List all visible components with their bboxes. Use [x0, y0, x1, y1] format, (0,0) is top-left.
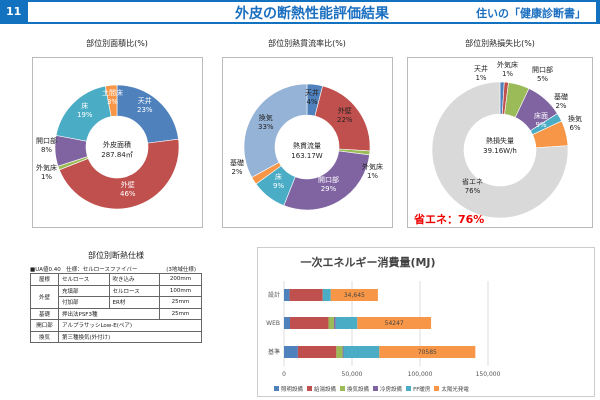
legend-label: FF暖房	[413, 387, 431, 393]
x-tick-label: 100,000	[408, 371, 433, 378]
page-title: 外皮の断熱性能評価結果	[235, 6, 389, 22]
pie3-frame	[407, 57, 593, 228]
pie3-label: 床面 9%	[534, 112, 548, 129]
y-category-label: 基準	[268, 348, 280, 356]
legend-swatch	[274, 386, 279, 391]
legend-label: 照明設備	[281, 387, 304, 393]
pie1-label: 土間床 3%	[102, 89, 123, 106]
legend-label: 換気設備	[347, 387, 370, 393]
x-tick-label: 150,000	[476, 371, 501, 378]
y-category-label: 設計	[268, 291, 280, 299]
x-tick-label: 50,000	[342, 371, 363, 378]
pie2-center: 熱貫流量 163.17W	[291, 142, 323, 160]
bar-segment-太陽光発電	[379, 346, 476, 358]
bar-segment-照明設備	[284, 289, 290, 301]
chart-title: 一次エネルギー消費量(MJ)	[300, 256, 436, 269]
bar-segment-照明設備	[284, 317, 290, 329]
chart-legend: 照明設備 給湯設備 換気設備 冷房設備 FF暖房 太陽光発電	[270, 385, 469, 393]
legend-swatch	[340, 386, 346, 391]
pie2-label: 外気床 1%	[362, 163, 383, 180]
pie2-label: 開口部 29%	[318, 176, 339, 193]
header-box: 外皮の断熱性能評価結果 住いの「健康診断書」	[28, 2, 596, 22]
legend-swatch	[406, 386, 412, 391]
legend-label: 給湯設備	[314, 387, 337, 393]
bar-segment-FF暖房	[335, 317, 358, 329]
pie3-label: 基礎 2%	[554, 93, 568, 110]
bar-segment-換気設備	[336, 346, 343, 358]
data-label: 70585	[418, 349, 437, 356]
donut-slice-換気	[243, 83, 308, 178]
table-row: 開口部 アルプラサッシLow-E(ペア)	[30, 319, 202, 332]
bar-segment-給湯設備	[289, 317, 329, 329]
energy-chart-frame: 一次エネルギー消費量(MJ) 0 50,000 100,000 150,000 設計 34…	[257, 247, 595, 397]
table-row: 外壁 充填部 セルロース 100mm	[30, 284, 202, 309]
donut-slice-省エネ	[431, 81, 569, 219]
pie1-title: 部位別面積比(%)	[86, 39, 148, 48]
legend-swatch	[434, 386, 440, 391]
pie2-label: 天井 4%	[305, 89, 319, 106]
pie1-label: 外壁 46%	[120, 181, 136, 198]
legend-label: 太陽光発電	[441, 387, 469, 393]
bar-segment-FF暖房	[322, 289, 331, 301]
donut-slice-土間床	[105, 84, 118, 117]
pie3-label: 外気床 1%	[497, 61, 518, 78]
pie2-label: 換気 33%	[258, 114, 274, 131]
data-label: 54247	[385, 320, 404, 327]
pie3-label: 天井 1%	[474, 65, 488, 82]
energy-saving-label: 省エネ：76%	[414, 213, 485, 226]
spec-title: 部位別断熱仕様	[88, 251, 144, 260]
x-tick-label: 0	[282, 371, 286, 378]
bar-segment-照明設備	[284, 346, 298, 358]
pie3-label: 開口部 5%	[532, 66, 553, 83]
donut-slice-開口部	[283, 150, 370, 211]
pie1-center: 外皮面積 287.84㎡	[101, 141, 133, 159]
pie2-label: 基礎 2%	[230, 159, 244, 176]
pie3-label: 省エネ 76%	[462, 178, 483, 195]
bar-segment-冷房設備	[342, 346, 344, 358]
pie1-label: 開口部 8%	[36, 137, 57, 154]
bar-segment-太陽光発電	[357, 317, 432, 329]
bar-segment-給湯設備	[289, 289, 323, 301]
table-row: 付加部 ER材 25mm	[31, 296, 202, 309]
header-bar: 11 外皮の断熱性能評価結果 住いの「健康診断書」	[0, 0, 600, 24]
pie2-frame	[222, 57, 393, 228]
pie1-label: 外気床 1%	[36, 164, 57, 181]
pie2-title: 部位別熱貫流率比(%)	[268, 39, 346, 48]
table-row: 屋根 セルロース 吹き込み 200mm	[30, 273, 202, 286]
donut-slice-外壁	[58, 138, 180, 210]
spec-table: 屋根 セルロース 吹き込み 200mm 外壁 充填部 セルロース 100mm 付加部 ER材 2…	[30, 273, 202, 343]
pie3-center: 熱損失量 39.16W/h	[483, 137, 517, 155]
legend-swatch	[307, 386, 313, 391]
bar-segment-給湯設備	[297, 346, 337, 358]
bar-segment-FF暖房	[343, 346, 380, 358]
page-number: 11	[6, 5, 22, 18]
pie1-label: 床 19%	[77, 102, 93, 119]
pie3-label: 換気 6%	[568, 115, 582, 132]
bar-segment-換気設備	[328, 317, 335, 329]
data-label: 34,645	[344, 292, 365, 299]
y-category-label: WEB	[266, 320, 280, 327]
pie2-label: 床 9%	[273, 173, 285, 190]
page-subtitle: 住いの「健康診断書」	[476, 7, 586, 20]
table-row: 基礎 押出法PSF3種 25mm	[30, 307, 202, 320]
bar-segment-冷房設備	[334, 317, 336, 329]
spec-note: ■UA値0.40 仕様：セルロースファイバー (3地域仕様)	[30, 267, 196, 273]
legend-label: 冷房設備	[380, 387, 403, 393]
bar-segment-太陽光発電	[330, 289, 378, 301]
bar-chart: 0 50,000 100,000 150,000 設計 34,645 WEB 54247 基準 7…	[266, 281, 501, 378]
pie1-label: 天井 23%	[137, 97, 153, 114]
pie2-label: 外壁 22%	[337, 107, 353, 124]
table-row: 換気 第三種換気(外付け)	[30, 330, 202, 343]
pie3-title: 部位別熱損失比(%)	[465, 39, 535, 48]
pie1-frame	[32, 57, 203, 228]
legend-swatch	[373, 386, 379, 391]
